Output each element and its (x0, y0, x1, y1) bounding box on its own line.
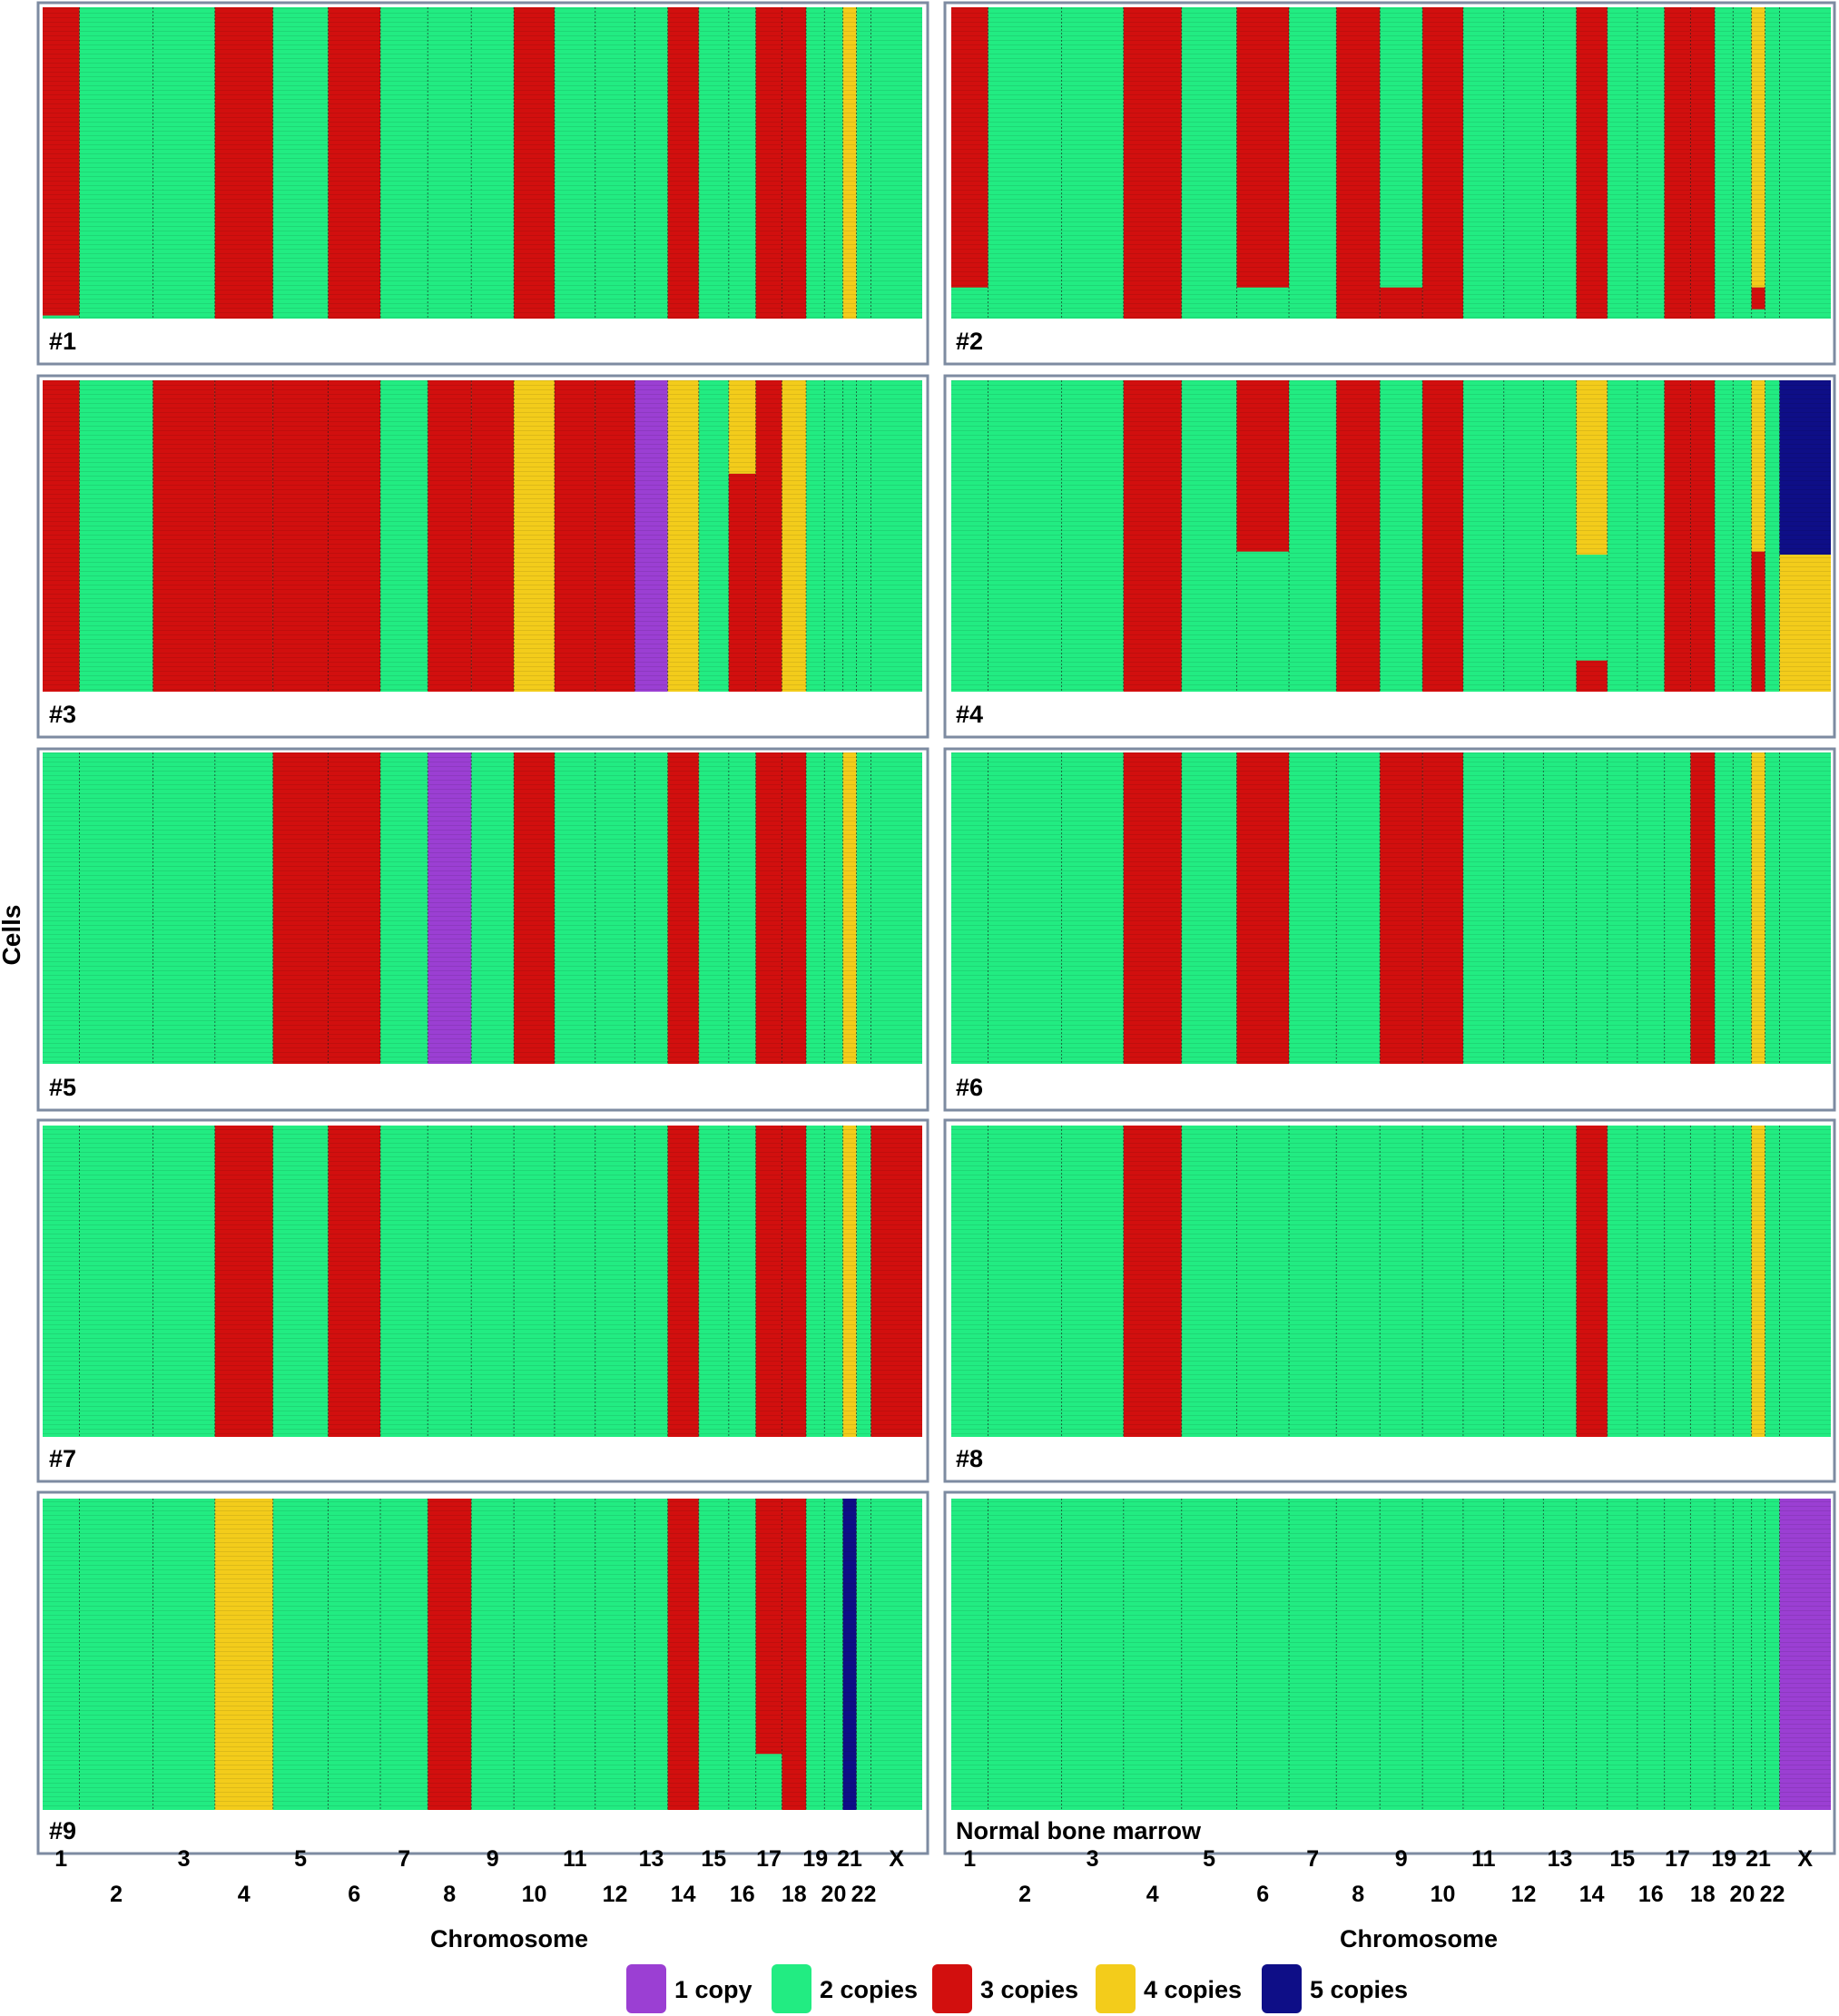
x-tick-label: 5 (1203, 1846, 1215, 1872)
x-tick-label: 5 (294, 1846, 307, 1872)
x-tick-label: 19 (1711, 1846, 1736, 1872)
x-tick-label: 10 (522, 1882, 547, 1907)
panel: #9 (36, 1490, 929, 1855)
x-tick-label: 21 (837, 1846, 862, 1872)
x-tick-label: 16 (730, 1882, 755, 1907)
x-tick-label: 14 (1579, 1882, 1605, 1907)
panel: #8 (943, 1118, 1836, 1483)
legend-label: 2 copies (820, 1976, 918, 2003)
legend-swatch (772, 1964, 811, 2013)
panel-title: #4 (956, 701, 983, 728)
cell-rows (951, 1126, 1831, 1437)
x-tick-label: 9 (487, 1846, 499, 1872)
legend-swatch (1096, 1964, 1136, 2013)
x-axis-label-right: Chromosome (1340, 1925, 1498, 1952)
legend-swatch (626, 1964, 666, 2013)
panel-title: Normal bone marrow (956, 1817, 1202, 1844)
x-tick-label: 22 (1760, 1882, 1785, 1907)
cell-rows (951, 1499, 1831, 1810)
x-tick-label: 4 (1146, 1882, 1159, 1907)
x-tick-label: 4 (238, 1882, 251, 1907)
x-tick-label: 1 (963, 1846, 976, 1872)
legend-label: 5 copies (1310, 1976, 1408, 2003)
cell-rows (43, 1126, 922, 1437)
x-tick-label: 6 (348, 1882, 360, 1907)
x-tick-label: X (889, 1846, 904, 1872)
x-tick-label: 8 (443, 1882, 456, 1907)
x-tick-label: 9 (1395, 1846, 1408, 1872)
x-tick-label: 20 (821, 1882, 847, 1907)
y-axis-label: Cells (0, 905, 25, 966)
x-axis-label-left: Chromosome (430, 1925, 588, 1952)
cell-rows (43, 380, 922, 692)
x-tick-label: 8 (1352, 1882, 1364, 1907)
legend-swatch (932, 1964, 972, 2013)
x-tick-label: 11 (1471, 1846, 1496, 1872)
x-tick-label: 16 (1638, 1882, 1664, 1907)
x-tick-label: 14 (671, 1882, 696, 1907)
panel-title: #3 (49, 701, 76, 728)
x-tick-label: 6 (1256, 1882, 1269, 1907)
x-tick-label: 22 (851, 1882, 877, 1907)
panels: #1 #2 #3 #4 #5 #6 #7 #8 #9 Normal bone marrow (36, 1, 1836, 1855)
x-tick-label: 2 (110, 1882, 123, 1907)
cell-rows (951, 380, 1831, 692)
panel-title: #8 (956, 1445, 983, 1472)
x-tick-label: 1 (54, 1846, 67, 1872)
x-tick-label: X (1797, 1846, 1813, 1872)
panel-title: #2 (956, 328, 983, 355)
x-tick-label: 3 (1087, 1846, 1099, 1872)
x-tick-label: 3 (178, 1846, 191, 1872)
x-tick-label: 21 (1746, 1846, 1771, 1872)
panel: #5 (36, 747, 929, 1112)
cell-rows (43, 1499, 922, 1810)
panel: #6 (943, 747, 1836, 1112)
x-tick-label: 13 (1548, 1846, 1573, 1872)
cell-rows (43, 7, 922, 319)
legend-label: 3 copies (980, 1976, 1078, 2003)
x-tick-label: 12 (1511, 1882, 1537, 1907)
x-tick-label: 10 (1431, 1882, 1456, 1907)
x-tick-label: 18 (782, 1882, 807, 1907)
panel-title: #5 (49, 1074, 76, 1101)
panel-title: #6 (956, 1074, 983, 1101)
legend-label: 4 copies (1144, 1976, 1242, 2003)
x-tick-label: 18 (1690, 1882, 1716, 1907)
x-tick-label: 17 (756, 1846, 782, 1872)
cell-rows (43, 752, 922, 1064)
x-tick-label: 2 (1018, 1882, 1031, 1907)
panel: #1 (36, 1, 929, 366)
legend: 1 copy 2 copies 3 copies 4 copies 5 copies (626, 1964, 1408, 2013)
x-tick-label: 7 (398, 1846, 410, 1872)
panel: #4 (943, 374, 1836, 739)
panel-title: #9 (49, 1817, 76, 1844)
x-tick-label: 11 (563, 1846, 587, 1872)
panel: #7 (36, 1118, 929, 1483)
x-tick-label: 15 (701, 1846, 726, 1872)
panel-title: #1 (49, 328, 76, 355)
legend-swatch (1262, 1964, 1302, 2013)
panel: #2 (943, 1, 1836, 366)
x-tick-label: 19 (802, 1846, 828, 1872)
panel: #3 (36, 374, 929, 739)
x-tick-label: 15 (1609, 1846, 1635, 1872)
panel-title: #7 (49, 1445, 76, 1472)
cell-rows (951, 752, 1831, 1064)
panel: Normal bone marrow (943, 1490, 1836, 1855)
x-tick-label: 17 (1665, 1846, 1690, 1872)
x-tick-label: 7 (1306, 1846, 1319, 1872)
x-tick-label: 13 (639, 1846, 664, 1872)
x-tick-label: 12 (603, 1882, 628, 1907)
cell-rows (951, 7, 1831, 319)
legend-label: 1 copy (674, 1976, 752, 2003)
x-tick-label: 20 (1730, 1882, 1755, 1907)
